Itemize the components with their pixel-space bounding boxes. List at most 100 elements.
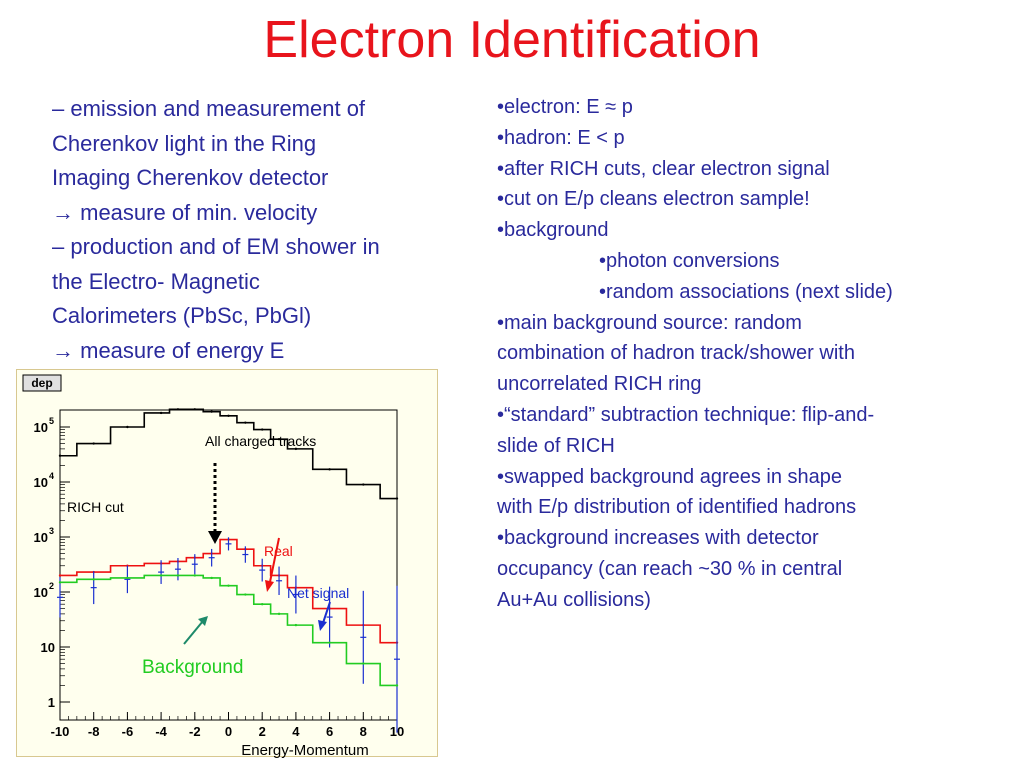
bullet-line: •cut on E/p cleans electron sample! — [497, 188, 810, 211]
y-tick-label: 10 — [34, 585, 48, 600]
series-all-charged-tracks-point — [92, 442, 95, 445]
series-all-charged-tracks-point — [193, 408, 196, 411]
left-line: Calorimeters (PbSc, PbGl) — [52, 303, 312, 328]
bullet-line: •background — [497, 219, 609, 242]
left-line: Imaging Cherenkov detector — [52, 165, 329, 190]
x-tick-label: 0 — [225, 724, 232, 739]
y-tick-exponent: 5 — [49, 416, 54, 426]
series-all-charged-tracks-point — [159, 411, 163, 415]
annotation-rich-cut: RICH cut — [67, 499, 124, 515]
series-all-charged-tracks-point — [395, 497, 399, 500]
annotation-net-signal: Net signal — [287, 585, 349, 601]
annotation-layer: All charged tracks RICH cut Real Net sig… — [67, 433, 349, 678]
series-all-charged-tracks-point — [244, 421, 247, 424]
rich-cut-arrowhead — [208, 531, 222, 544]
series-all-charged-tracks-point — [261, 428, 264, 431]
x-tick-label: 8 — [360, 724, 367, 739]
series-layer — [57, 408, 400, 733]
x-tick-label: -10 — [51, 724, 70, 739]
net-signal-arrowhead — [318, 620, 327, 631]
series-background-point — [227, 584, 230, 587]
net-signal-arrow — [322, 601, 331, 624]
left-line: Cherenkov light in the Ring — [52, 130, 317, 156]
series-real-point — [58, 574, 62, 577]
annotation-background: Background — [142, 657, 243, 678]
bullet-line: with E/p distribution of identified hadr… — [497, 496, 857, 519]
bullet-line: •main background source: random — [497, 311, 802, 334]
x-tick-label: -8 — [88, 724, 100, 739]
sub-bullet-line: •random associations (next slide) — [599, 280, 893, 303]
series-background-point — [261, 603, 264, 606]
bullet-line: •hadron: E < p — [497, 126, 625, 149]
series-all-charged-tracks-point — [328, 468, 331, 471]
right-bullet-list: •electron: E ≈ p •hadron: E < p •after R… — [497, 92, 997, 616]
left-line: – emission and measurement of — [52, 96, 366, 121]
bullet-line: •“standard” subtraction technique: flip-… — [497, 403, 875, 426]
series-background-point — [328, 641, 331, 644]
x-tick-label: 6 — [326, 724, 333, 739]
annotation-all-tracks: All charged tracks — [205, 433, 316, 449]
y-tick-exponent: 3 — [49, 526, 54, 536]
bullet-line: •electron: E ≈ p — [497, 96, 633, 118]
left-line: – production and of EM shower in — [52, 234, 380, 259]
bullet-line: uncorrelated RICH ring — [497, 373, 702, 396]
x-tick-label: -2 — [189, 724, 201, 739]
slide-title: Electron Identification — [263, 11, 761, 69]
y-tick-exponent: 4 — [49, 471, 54, 481]
left-line: → measure of min. velocity — [52, 199, 318, 225]
series-background-point — [193, 574, 196, 577]
histogram-figure: dep -10 -8 -6 -4 -2 0 2 4 6 8 10 1 10 10 2 10 3 10 4 10 5 Al… — [16, 369, 438, 757]
series-background-point — [210, 576, 213, 580]
x-tick-label: -4 — [155, 724, 167, 739]
x-tick-label: -6 — [122, 724, 134, 739]
x-tick-label: 2 — [259, 724, 266, 739]
series-all-charged-tracks-point — [210, 410, 213, 413]
annotation-real: Real — [264, 543, 293, 559]
bullet-line: •swapped background agrees in shape — [497, 465, 843, 488]
bullet-line: slide of RICH — [497, 434, 615, 457]
series-all-charged-tracks-point — [362, 483, 365, 486]
left-line: the Electro- Magnetic — [52, 268, 260, 294]
y-tick-label: 10 — [34, 530, 48, 545]
series-background-point — [92, 578, 95, 581]
series-background-point — [362, 662, 365, 665]
series-background-point — [176, 574, 180, 577]
series-all-charged-tracks-point — [227, 414, 230, 417]
y-tick-label: 10 — [34, 420, 48, 435]
series-background-point — [126, 576, 129, 580]
series-all-charged-tracks-point — [277, 438, 281, 441]
series-background-point — [244, 593, 247, 596]
series-background-point — [294, 623, 298, 627]
sub-bullet-line: •photon conversions — [599, 249, 780, 272]
series-all-charged-tracks-line — [60, 408, 397, 500]
series-background-point — [58, 581, 62, 584]
real-arrowhead — [265, 580, 274, 592]
y-tick-label: 10 — [34, 475, 48, 490]
series-background-point — [395, 684, 399, 687]
background-arrowhead — [198, 616, 208, 626]
real-arrow — [269, 537, 280, 583]
left-line: → measure of energy E — [52, 337, 285, 363]
y-tick-label: 1 — [48, 695, 55, 710]
bullet-line: occupancy (can reach ~30 % in central — [497, 557, 843, 580]
y-tick-label: 10 — [41, 640, 55, 655]
bullet-line: •after RICH cuts, clear electron signal — [497, 157, 830, 180]
background-arrow — [183, 620, 204, 645]
x-tick-label: 4 — [292, 724, 300, 739]
series-background-point — [159, 574, 163, 577]
series-all-charged-tracks-point — [176, 408, 180, 411]
series-background-point — [277, 612, 281, 616]
series-all-charged-tracks-point — [58, 454, 62, 457]
panel-label: dep — [31, 376, 52, 390]
series-all-charged-tracks-point — [126, 425, 129, 429]
y-tick-exponent: 2 — [49, 581, 54, 591]
series-all-charged-tracks-point — [294, 447, 298, 451]
bullet-line: combination of hadron track/shower with — [497, 342, 855, 365]
bullet-line: Au+Au collisions) — [497, 588, 651, 611]
panel-label-box — [22, 374, 62, 392]
bullet-line: •background increases with detector — [497, 527, 819, 550]
x-axis-label: Energy-Momentum — [241, 742, 369, 759]
left-text-block: – emission and measurement of Cherenkov … — [52, 92, 482, 368]
